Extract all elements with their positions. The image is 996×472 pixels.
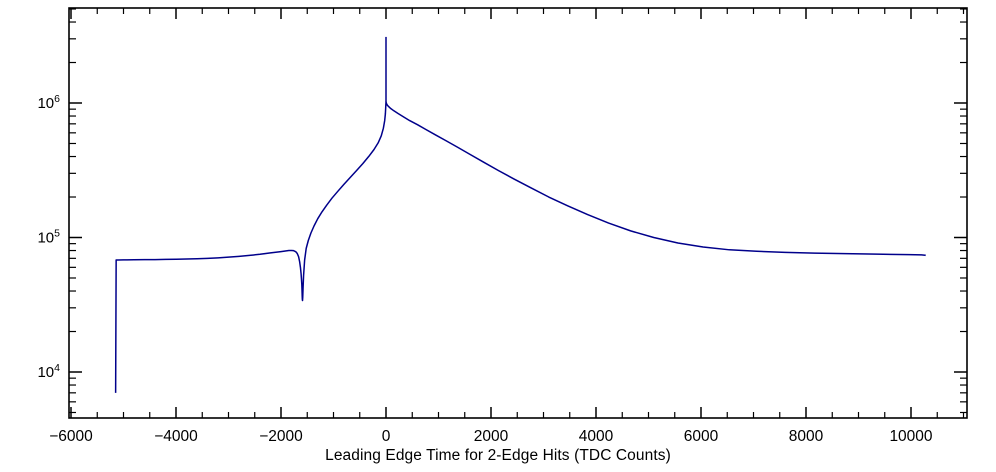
x-tick-label: −2000 [259,428,303,445]
y-tick-label: 105 [37,228,60,247]
x-tick-label: 6000 [684,428,719,445]
data-curve [114,101,926,393]
plot-frame [68,7,968,419]
x-axis-ticks [70,8,965,418]
x-tick-label: −4000 [154,428,198,445]
data-series-group [114,36,926,393]
y-tick-label: 106 [37,93,60,112]
x-tick-label: 4000 [579,428,614,445]
x-tick-label: 0 [382,428,391,445]
x-tick-label: 8000 [789,428,824,445]
x-axis-tick-labels: −6000 −4000 −2000 0 2000 4000 6000 8000 10000 [49,428,933,445]
y-axis-tick-labels: 104 105 106 [37,93,60,381]
x-tick-label: 10000 [889,428,932,445]
y-tick-label: 104 [37,362,60,381]
x-axis-title: Leading Edge Time for 2-Edge Hits (TDC C… [325,447,671,464]
x-tick-label: −6000 [49,428,93,445]
x-tick-label: 2000 [474,428,509,445]
y-axis-ticks [69,8,967,414]
